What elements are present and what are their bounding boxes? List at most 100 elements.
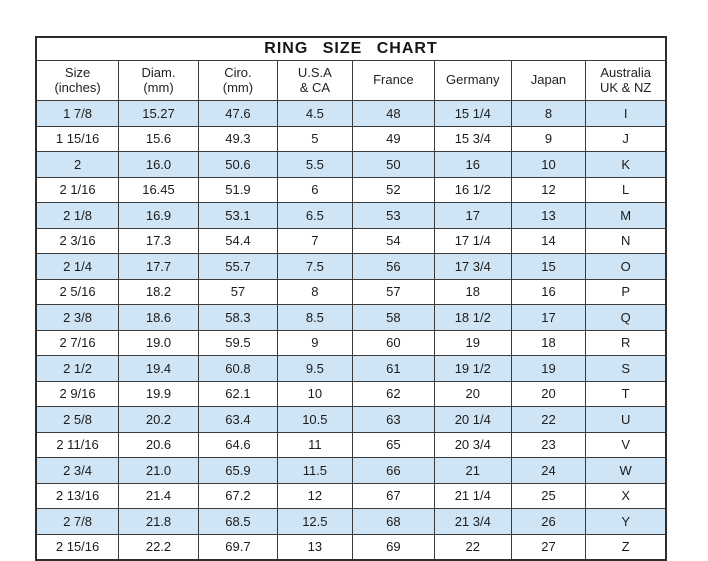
cell-japan: 12 <box>510 176 587 203</box>
cell-japan: 8 <box>510 100 587 127</box>
table-row: 2 1/2 19.4 60.8 9.5 61 19 1/2 19 S <box>37 355 665 382</box>
cell-france: 60 <box>351 329 435 356</box>
cell-diam-mm: 21.4 <box>118 482 199 509</box>
header-label-line: (mm) <box>143 79 174 95</box>
cell-japan: 25 <box>510 482 587 509</box>
table-row: 1 7/8 15.27 47.6 4.5 48 15 1/4 8 I <box>37 100 665 127</box>
header-cell-ciro-mm: Ciro. (mm) <box>197 61 279 101</box>
cell-france: 66 <box>351 457 435 484</box>
table-row: 2 7/16 19.0 59.5 9 60 19 18 R <box>37 329 665 356</box>
table-row: 2 7/8 21.8 68.5 12.5 68 21 3/4 26 Y <box>37 508 665 535</box>
table-row: 2 5/8 20.2 63.4 10.5 63 20 1/4 22 U <box>37 406 665 433</box>
cell-diam-mm: 17.7 <box>118 253 199 280</box>
header-label-line: Japan <box>530 72 567 88</box>
cell-australia-uk-nz: Y <box>585 508 665 535</box>
header-label-line: Ciro. <box>224 64 252 80</box>
cell-germany: 15 3/4 <box>433 125 512 152</box>
cell-diam-mm: 15.27 <box>118 100 199 127</box>
header-label-line: Size <box>64 64 91 80</box>
table-row: 2 13/16 21.4 67.2 12 67 21 1/4 25 X <box>37 482 665 509</box>
cell-australia-uk-nz: Z <box>585 533 665 559</box>
cell-ciro-mm: 59.5 <box>197 329 279 356</box>
cell-japan: 18 <box>510 329 587 356</box>
cell-germany: 17 1/4 <box>433 227 512 254</box>
cell-usa-ca: 8.5 <box>277 304 353 331</box>
cell-japan: 26 <box>510 508 587 535</box>
cell-australia-uk-nz: W <box>585 457 665 484</box>
table-row: 2 16.0 50.6 5.5 50 16 10 K <box>37 151 665 178</box>
table-row: 2 5/16 18.2 57 8 57 18 16 P <box>37 278 665 305</box>
cell-france: 57 <box>351 278 435 305</box>
header-label-line: UK & NZ <box>600 79 652 95</box>
cell-ciro-mm: 51.9 <box>197 176 279 203</box>
cell-germany: 21 3/4 <box>433 508 512 535</box>
cell-australia-uk-nz: R <box>585 329 665 356</box>
cell-ciro-mm: 50.6 <box>197 151 279 178</box>
cell-size-inches: 2 1/2 <box>37 355 120 382</box>
cell-australia-uk-nz: O <box>585 253 665 280</box>
header-label-line: U.S.A <box>297 64 332 80</box>
cell-ciro-mm: 62.1 <box>197 380 279 407</box>
cell-ciro-mm: 65.9 <box>197 457 279 484</box>
table-row: 2 3/4 21.0 65.9 11.5 66 21 24 W <box>37 457 665 484</box>
cell-germany: 18 <box>433 278 512 305</box>
header-cell-france: France <box>351 61 435 101</box>
cell-australia-uk-nz: U <box>585 406 665 433</box>
cell-size-inches: 2 3/8 <box>37 304 120 331</box>
cell-usa-ca: 7 <box>277 227 353 254</box>
cell-usa-ca: 7.5 <box>277 253 353 280</box>
cell-australia-uk-nz: V <box>585 431 665 458</box>
cell-germany: 20 3/4 <box>433 431 512 458</box>
cell-germany: 17 <box>433 202 512 229</box>
table-row: 2 1/16 16.45 51.9 6 52 16 1/2 12 L <box>37 176 665 203</box>
cell-japan: 15 <box>510 253 587 280</box>
cell-diam-mm: 20.2 <box>118 406 199 433</box>
cell-france: 54 <box>351 227 435 254</box>
table-row: 2 15/16 22.2 69.7 13 69 22 27 Z <box>37 533 665 559</box>
cell-germany: 15 1/4 <box>433 100 512 127</box>
header-cell-germany: Germany <box>433 61 512 101</box>
cell-japan: 23 <box>510 431 587 458</box>
cell-japan: 20 <box>510 380 587 407</box>
cell-france: 48 <box>351 100 435 127</box>
cell-ciro-mm: 55.7 <box>197 253 279 280</box>
cell-japan: 22 <box>510 406 587 433</box>
header-label-line: Australia <box>600 64 651 80</box>
cell-ciro-mm: 47.6 <box>197 100 279 127</box>
header-cell-japan: Japan <box>510 61 587 101</box>
cell-germany: 17 3/4 <box>433 253 512 280</box>
cell-ciro-mm: 64.6 <box>197 431 279 458</box>
cell-france: 67 <box>351 482 435 509</box>
cell-germany: 16 <box>433 151 512 178</box>
cell-france: 58 <box>351 304 435 331</box>
table-body: 1 7/8 15.27 47.6 4.5 48 15 1/4 8 I 1 15/16 15.6 49… <box>37 100 665 559</box>
cell-usa-ca: 4.5 <box>277 100 353 127</box>
cell-size-inches: 2 15/16 <box>37 533 120 559</box>
cell-usa-ca: 6 <box>277 176 353 203</box>
cell-size-inches: 2 7/16 <box>37 329 120 356</box>
chart-title: RING SIZE CHART <box>37 38 665 61</box>
cell-usa-ca: 8 <box>277 278 353 305</box>
header-label-line: France <box>373 72 414 88</box>
cell-diam-mm: 18.2 <box>118 278 199 305</box>
header-cell-diam-mm: Diam. (mm) <box>118 61 199 101</box>
ring-size-table: Size (inches) Diam. (mm) Ciro. (mm) U.S.A & CA F… <box>37 61 665 559</box>
cell-diam-mm: 19.0 <box>118 329 199 356</box>
cell-france: 53 <box>351 202 435 229</box>
cell-japan: 24 <box>510 457 587 484</box>
header-label-line: Germany <box>446 72 500 88</box>
cell-usa-ca: 12.5 <box>277 508 353 535</box>
header-cell-australia-uk-nz: Australia UK & NZ <box>585 61 665 101</box>
cell-diam-mm: 16.9 <box>118 202 199 229</box>
cell-usa-ca: 6.5 <box>277 202 353 229</box>
cell-australia-uk-nz: I <box>585 100 665 127</box>
cell-size-inches: 2 3/4 <box>37 457 120 484</box>
cell-size-inches: 2 1/4 <box>37 253 120 280</box>
header-label-line: (mm) <box>222 79 254 95</box>
cell-ciro-mm: 58.3 <box>197 304 279 331</box>
cell-size-inches: 2 11/16 <box>37 431 120 458</box>
cell-australia-uk-nz: K <box>585 151 665 178</box>
cell-ciro-mm: 49.3 <box>197 125 279 152</box>
table-row: 1 15/16 15.6 49.3 5 49 15 3/4 9 J <box>37 125 665 152</box>
cell-france: 62 <box>351 380 435 407</box>
